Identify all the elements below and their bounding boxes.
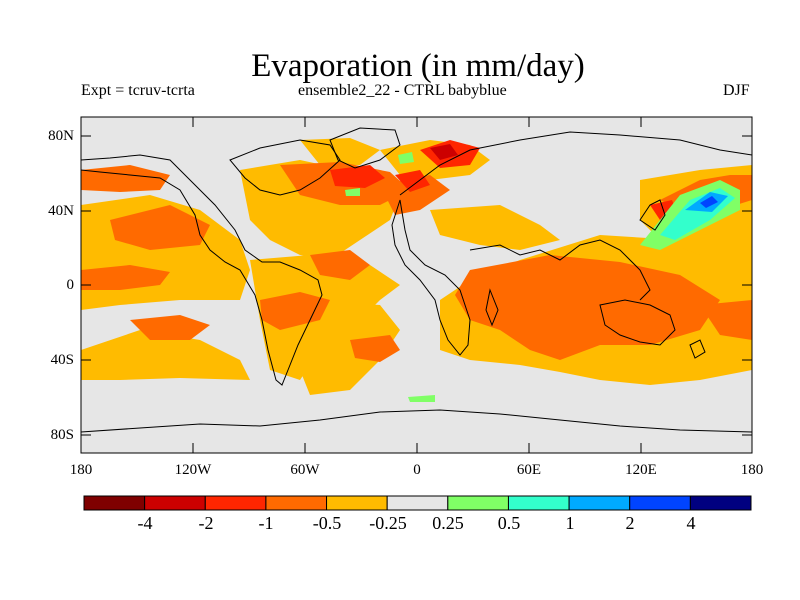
lon-tick-180-left: 180: [69, 462, 93, 478]
colorbar-boxes: [83, 495, 752, 511]
colorbar-tick-label: -0.5: [312, 513, 342, 533]
lon-tick-60e: 60E: [516, 462, 542, 478]
colorbar-box: [265, 495, 328, 511]
lon-tick-60w: 60W: [290, 462, 320, 478]
lon-tick-120e: 120E: [625, 462, 657, 478]
map-title: Evaporation (in mm/day): [251, 48, 585, 84]
lat-tick-40s: 40S: [50, 352, 74, 368]
lon-tick-180-right: 180: [740, 462, 764, 478]
colorbar-box: [204, 495, 267, 511]
lon-tick-120w: 120W: [174, 462, 212, 478]
colorbar-tick-label: 2: [625, 513, 635, 533]
colorbar-box: [507, 495, 570, 511]
colorbar-box: [689, 495, 752, 511]
colorbar-tick-label: 1: [565, 513, 575, 533]
colorbar-box: [629, 495, 691, 511]
colorbar-tick-label: -1: [258, 513, 274, 533]
lat-tick-80s: 80S: [50, 427, 74, 443]
colorbar-tick-label: 4: [686, 513, 696, 533]
anomaly-positive-small: [345, 152, 435, 402]
colorbar-tick-label: -4: [137, 513, 153, 533]
colorbar-tick-label: 0.25: [432, 513, 464, 533]
anomaly-band-minus-2: [430, 144, 458, 160]
ensemble-label: ensemble2_22 - CTRL babyblue: [298, 82, 507, 99]
axis-ticks: [81, 117, 752, 453]
lat-tick-0: 0: [66, 277, 75, 293]
colorbar-tick-label: -0.25: [369, 513, 407, 533]
anomaly-fields: [81, 127, 752, 433]
season-label: DJF: [723, 82, 750, 99]
colorbar-box: [386, 495, 449, 511]
lat-tick-80n: 80N: [48, 128, 74, 144]
colorbar-box: [144, 495, 206, 511]
anomaly-positive-pacific: [640, 180, 740, 250]
colorbar-box: [447, 495, 509, 511]
experiment-label: Expt = tcruv-tcrta: [81, 82, 195, 99]
lat-tick-40n: 40N: [48, 203, 74, 219]
coastlines: [81, 127, 752, 433]
colorbar-box: [326, 495, 388, 511]
colorbar-tick-label: -2: [198, 513, 214, 533]
colorbar-box: [568, 495, 631, 511]
colorbar-box: [83, 495, 146, 511]
colorbar-tick-label: 0.5: [497, 513, 521, 533]
lon-tick-0: 0: [413, 462, 421, 478]
